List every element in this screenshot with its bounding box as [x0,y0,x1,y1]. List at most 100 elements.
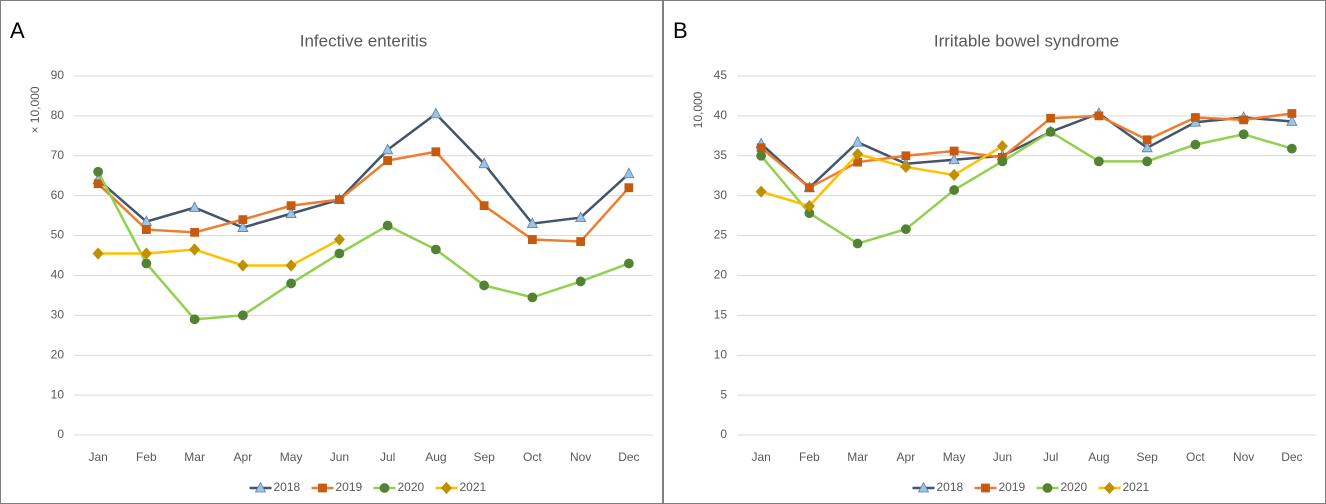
marker [623,258,634,269]
y-tick-label: 10 [714,347,728,361]
x-tick-label: Mar [847,450,868,464]
marker [190,227,200,237]
marker [381,143,394,155]
marker [852,238,863,249]
marker [286,278,297,289]
marker [1094,111,1104,121]
marker [996,140,1008,153]
legend-marker [318,483,327,493]
x-tick-label: Oct [523,450,542,464]
marker [948,168,960,182]
x-tick-label: Jan [88,450,107,464]
y-axis-label: 10,000 [691,91,705,128]
marker [188,201,201,213]
series-line [97,150,630,243]
y-tick-label: 60 [51,188,65,202]
marker [1142,135,1152,145]
series-line [760,112,1292,190]
x-tick-label: Aug [1088,450,1109,464]
marker [431,147,441,157]
x-tick-label: Jun [993,450,1012,464]
y-tick-label: 80 [51,108,65,122]
marker [1142,156,1153,167]
y-tick-label: 0 [57,427,64,441]
marker [334,248,345,259]
x-tick-label: Dec [1281,450,1302,464]
marker [286,201,296,211]
marker [526,217,539,228]
y-tick-label: 70 [51,148,65,162]
x-tick-label: Mar [184,450,205,464]
marker [430,244,441,255]
legend-marker [981,483,990,493]
legend-marker [1042,483,1053,493]
marker [1045,126,1056,137]
marker [948,153,960,165]
y-tick-label: 30 [51,308,65,322]
marker [851,135,864,147]
legend-marker [917,481,930,493]
marker [1286,115,1298,126]
marker [527,235,537,244]
panel-label: A [10,18,25,43]
panel-label: B [673,18,688,43]
x-tick-label: May [943,450,966,464]
marker [383,156,393,165]
marker [623,167,635,179]
y-tick-label: 45 [714,68,728,82]
marker [478,157,490,169]
legend-marker [1103,481,1116,495]
y-tick-label: 15 [714,308,728,322]
x-tick-label: Feb [136,450,157,464]
marker [1238,129,1249,140]
x-tick-label: Sep [1136,450,1158,464]
marker [238,215,248,225]
marker [285,207,297,219]
y-axis-label: × 10,000 [28,86,42,133]
marker [1190,139,1201,150]
marker [333,233,345,246]
marker [901,151,911,161]
legend-label: 2018 [937,480,964,494]
marker [756,150,767,161]
y-tick-label: 20 [714,268,728,282]
marker [576,237,586,246]
marker [997,156,1008,167]
y-tick-label: 30 [714,188,728,202]
marker [803,199,815,213]
series-line [760,130,1293,245]
marker [527,292,538,303]
marker [1190,113,1200,122]
marker [1093,156,1104,167]
y-tick-label: 5 [720,387,727,401]
y-tick-label: 35 [714,148,728,162]
legend-label: 2019 [336,480,363,494]
x-tick-label: Feb [799,450,820,464]
marker [949,185,960,195]
x-tick-label: Oct [1186,450,1205,464]
marker [852,148,864,161]
y-tick-label: 90 [51,68,65,82]
legend-label: 2019 [999,480,1026,494]
marker [1141,141,1153,153]
legend-label: 2018 [274,480,301,494]
series-line [97,112,630,229]
marker [93,166,104,177]
legend-marker [254,481,267,493]
marker [92,247,104,260]
y-tick-label: 25 [714,228,728,242]
chart-title: Irritable bowel syndrome [934,31,1119,50]
x-tick-label: Jun [330,450,349,464]
marker [189,314,200,325]
legend-label: 2021 [1123,480,1150,494]
x-tick-label: Nov [1233,450,1254,464]
series-line [760,145,1004,208]
legend-label: 2021 [460,480,487,494]
marker [755,185,767,198]
marker [900,160,912,174]
x-tick-label: Jul [380,450,395,464]
series-line [760,112,1293,190]
x-tick-label: Apr [897,450,916,464]
marker [575,276,586,287]
y-tick-label: 50 [51,228,65,242]
